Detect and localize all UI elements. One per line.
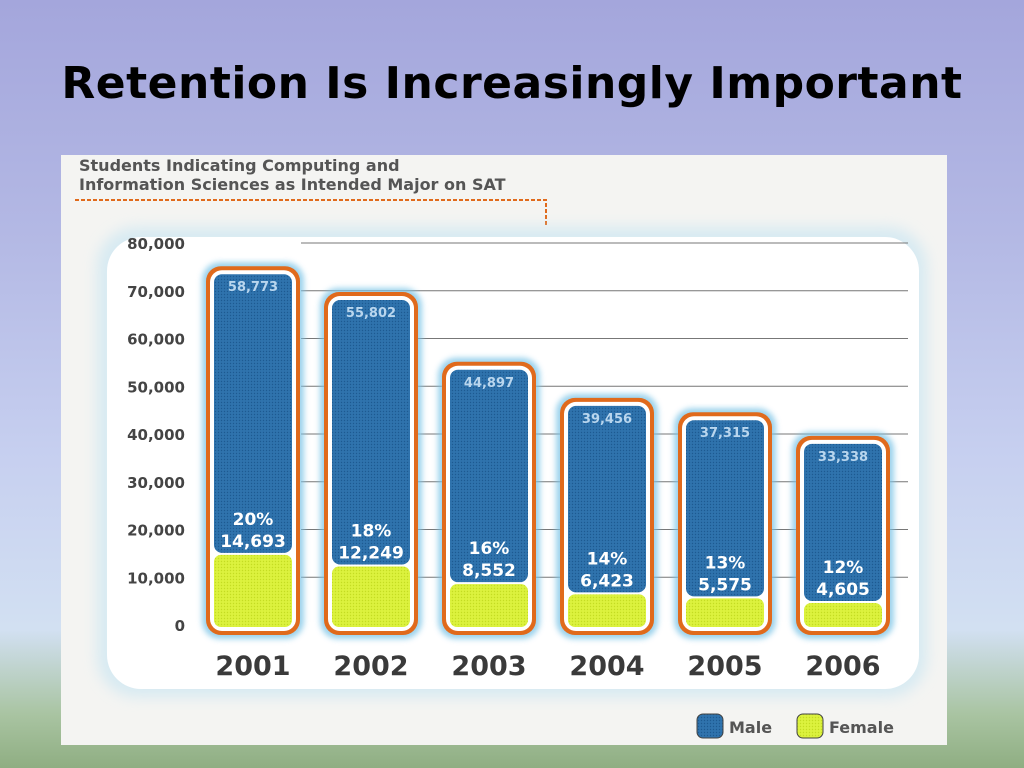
female-value-label: 5,575 <box>698 575 752 595</box>
chart-title-line: Students Indicating Computing and <box>79 156 400 175</box>
female-value-label: 8,552 <box>462 561 516 581</box>
chart-title: Students Indicating Computing andInforma… <box>75 156 547 225</box>
female-percent-label: 13% <box>705 553 746 573</box>
bar-group-2003: 44,897 16%8,552 <box>438 357 540 639</box>
bar-female-2001 <box>214 554 292 627</box>
y-tick-label: 80,000 <box>127 235 185 253</box>
x-tick-label: 2005 <box>687 651 762 682</box>
bar-group-2002: 55,802 18%12,249 <box>320 288 422 639</box>
y-tick-label: 60,000 <box>127 331 185 349</box>
x-tick-label: 2003 <box>451 651 526 682</box>
bars: 58,773 20%14,693 55,802 18%12,249 44,897 16%8… <box>202 262 894 639</box>
y-tick-label: 70,000 <box>127 283 185 301</box>
bar-female-2003 <box>450 584 528 627</box>
bar-group-2004: 39,456 14%6,423 <box>556 393 658 639</box>
female-value-label: 6,423 <box>580 571 634 591</box>
male-value-label: 55,802 <box>346 306 396 321</box>
chart-panel: Students Indicating Computing and Informa… <box>61 155 947 745</box>
x-axis: 2001 2002 2003 2004 2005 2006 <box>215 651 880 682</box>
female-percent-label: 12% <box>823 558 864 578</box>
bar-male-2002 <box>332 300 410 565</box>
legend-label-female: Female <box>829 718 894 737</box>
y-tick-label: 10,000 <box>127 569 185 587</box>
female-value-label: 4,605 <box>816 580 870 600</box>
male-value-label: 39,456 <box>582 412 632 427</box>
y-tick-label: 40,000 <box>127 426 185 444</box>
bar-female-2005 <box>686 598 764 627</box>
bar-male-2003 <box>450 369 528 583</box>
x-tick-label: 2001 <box>215 651 290 682</box>
legend: Male Female <box>696 713 894 739</box>
y-tick-label: 50,000 <box>127 378 185 396</box>
x-tick-label: 2002 <box>333 651 408 682</box>
female-value-label: 14,693 <box>220 532 286 552</box>
bar-group-2005: 37,315 13%5,575 <box>674 408 776 639</box>
stacked-bar-chart: Students Indicating Computing andInforma… <box>75 156 927 739</box>
female-value-label: 12,249 <box>338 544 404 564</box>
male-value-label: 58,773 <box>228 280 278 295</box>
bar-male-2006 <box>804 443 882 602</box>
bar-male-2001 <box>214 274 292 553</box>
female-percent-label: 14% <box>587 549 628 569</box>
y-axis: 0 10,000 20,000 30,000 40,000 50,000 60,000 70,… <box>127 235 185 635</box>
legend-swatch-female <box>796 713 824 739</box>
bar-group-2001: 58,773 20%14,693 <box>202 262 304 639</box>
legend-swatch-male <box>696 713 724 739</box>
title-underline <box>75 199 547 225</box>
bar-male-2005 <box>686 420 764 597</box>
male-value-label: 37,315 <box>700 426 750 441</box>
bar-female-2004 <box>568 594 646 627</box>
slide-title: Retention Is Increasingly Important <box>61 58 963 109</box>
legend-label-male: Male <box>729 718 772 737</box>
x-tick-label: 2004 <box>569 651 644 682</box>
female-percent-label: 20% <box>233 510 274 530</box>
x-tick-label: 2006 <box>805 651 880 682</box>
bar-female-2002 <box>332 566 410 627</box>
female-percent-label: 18% <box>351 522 392 542</box>
y-tick-label: 20,000 <box>127 522 185 540</box>
y-tick-label: 0 <box>175 617 185 635</box>
bar-female-2006 <box>804 603 882 627</box>
male-value-label: 44,897 <box>464 376 514 391</box>
y-tick-label: 30,000 <box>127 474 185 492</box>
bar-male-2004 <box>568 405 646 593</box>
bar-group-2006: 33,338 12%4,605 <box>792 431 894 639</box>
female-percent-label: 16% <box>469 539 510 559</box>
chart-title-line: Information Sciences as Intended Major o… <box>79 175 506 194</box>
male-value-label: 33,338 <box>818 450 868 465</box>
